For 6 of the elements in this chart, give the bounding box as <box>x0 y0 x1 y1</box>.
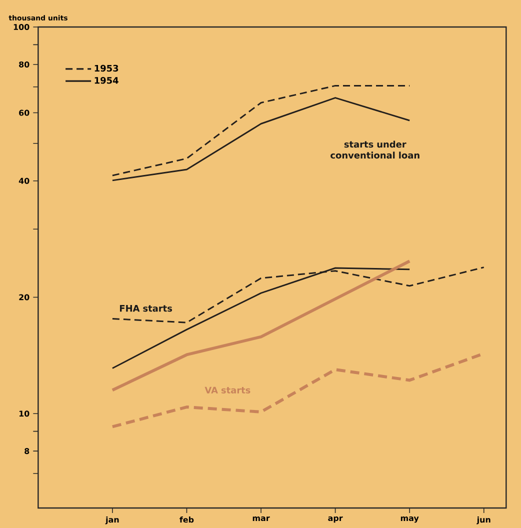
legend-label: 1954 <box>94 76 118 84</box>
annotation: FHA starts <box>120 305 172 312</box>
line-series <box>110 260 412 392</box>
annotation: VA starts <box>204 386 250 394</box>
annotation: starts under conventional loan <box>330 140 420 159</box>
legend-label: 1953 <box>94 64 118 72</box>
